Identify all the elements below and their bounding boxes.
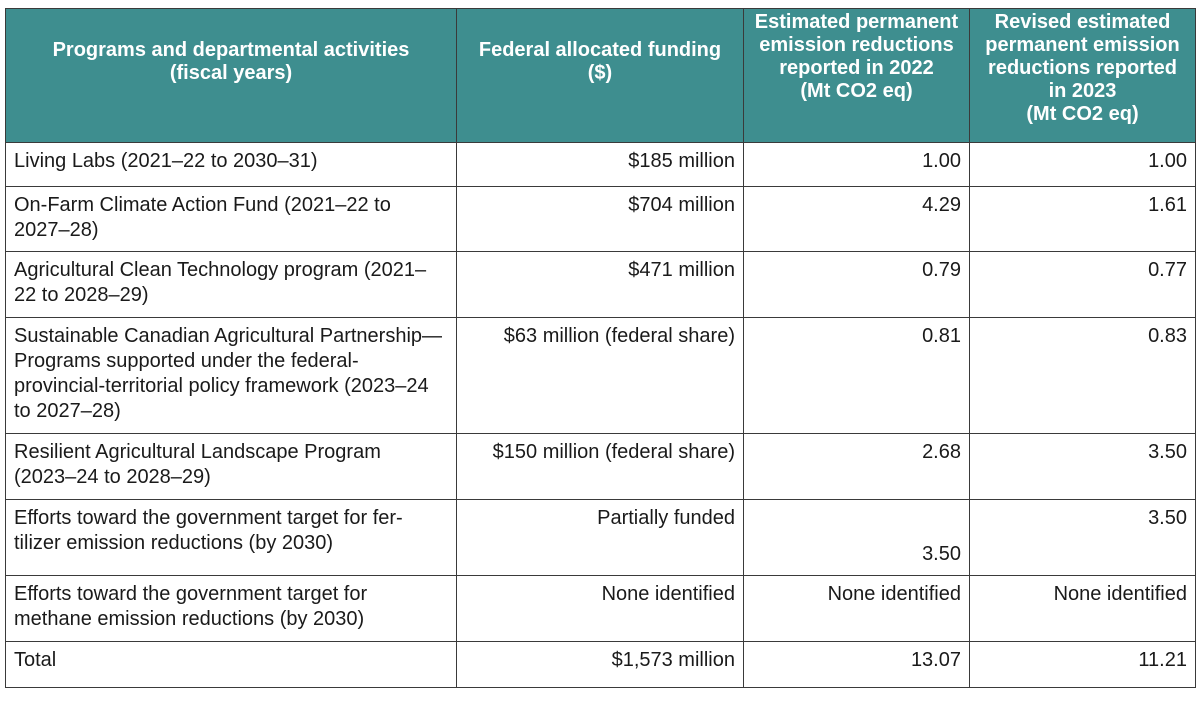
reductions-2022-cell: 3.50: [743, 499, 970, 576]
reductions-2022-cell: 4.29: [743, 186, 970, 252]
header-programs: Programs and departmental activities (fi…: [5, 8, 457, 143]
program-cell: Efforts toward the government target for…: [5, 499, 457, 576]
total-funding-cell: $1,573 million: [456, 641, 744, 688]
reductions-2023-cell: 3.50: [969, 433, 1196, 500]
table-header: Programs and departmental activities (fi…: [5, 8, 1196, 143]
header-reductions-2023: Revised estimated permanent emission red…: [969, 8, 1196, 143]
funding-cell: Partially funded: [456, 499, 744, 576]
header-funding: Federal allocated funding ($): [456, 8, 744, 143]
program-cell: Living Labs (2021–22 to 2030–31): [5, 142, 457, 187]
emissions-table-container: Programs and departmental activities (fi…: [5, 8, 1196, 688]
header-row: Programs and departmental activities (fi…: [5, 8, 1196, 143]
funding-cell: $704 million: [456, 186, 744, 252]
reductions-2023-cell: 3.50: [969, 499, 1196, 576]
reductions-2022-cell: 2.68: [743, 433, 970, 500]
funding-cell: None identified: [456, 575, 744, 642]
program-cell: Resilient Agricultural Landscape Program…: [5, 433, 457, 500]
table-row: Sustainable Canadian Agricultural Partne…: [5, 317, 1196, 434]
funding-cell: $185 million: [456, 142, 744, 187]
table-row: Agricultural Clean Technology program (2…: [5, 251, 1196, 318]
reductions-2023-cell: 0.77: [969, 251, 1196, 318]
reductions-2022-cell: 0.81: [743, 317, 970, 434]
emissions-table: Programs and departmental activities (fi…: [5, 8, 1196, 688]
program-cell: Agricultural Clean Technology program (2…: [5, 251, 457, 318]
table-row: Efforts toward the government target for…: [5, 575, 1196, 642]
table-body: Living Labs (2021–22 to 2030–31) $185 mi…: [5, 142, 1196, 688]
total-reductions-2023-cell: 11.21: [969, 641, 1196, 688]
reductions-2023-cell: 1.00: [969, 142, 1196, 187]
funding-cell: $150 million (federal share): [456, 433, 744, 500]
program-cell: Sustainable Canadian Agricultural Partne…: [5, 317, 457, 434]
header-reductions-2022: Estimated permanent emission reductions …: [743, 8, 970, 143]
reductions-2023-cell: None identified: [969, 575, 1196, 642]
reductions-2022-cell: 1.00: [743, 142, 970, 187]
table-row: On-Farm Climate Action Fund (2021–22 to …: [5, 186, 1196, 252]
program-cell: On-Farm Climate Action Fund (2021–22 to …: [5, 186, 457, 252]
reductions-2022-cell: 0.79: [743, 251, 970, 318]
funding-cell: $63 million (federal share): [456, 317, 744, 434]
funding-cell: $471 million: [456, 251, 744, 318]
table-row: Resilient Agricultural Landscape Program…: [5, 433, 1196, 500]
table-row: Efforts toward the government target for…: [5, 499, 1196, 576]
total-row: Total $1,573 million 13.07 11.21: [5, 641, 1196, 688]
table-row: Living Labs (2021–22 to 2030–31) $185 mi…: [5, 142, 1196, 187]
reductions-2023-cell: 1.61: [969, 186, 1196, 252]
total-reductions-2022-cell: 13.07: [743, 641, 970, 688]
reductions-2022-cell: None identified: [743, 575, 970, 642]
total-label-cell: Total: [5, 641, 457, 688]
program-cell: Efforts toward the government target for…: [5, 575, 457, 642]
reductions-2023-cell: 0.83: [969, 317, 1196, 434]
